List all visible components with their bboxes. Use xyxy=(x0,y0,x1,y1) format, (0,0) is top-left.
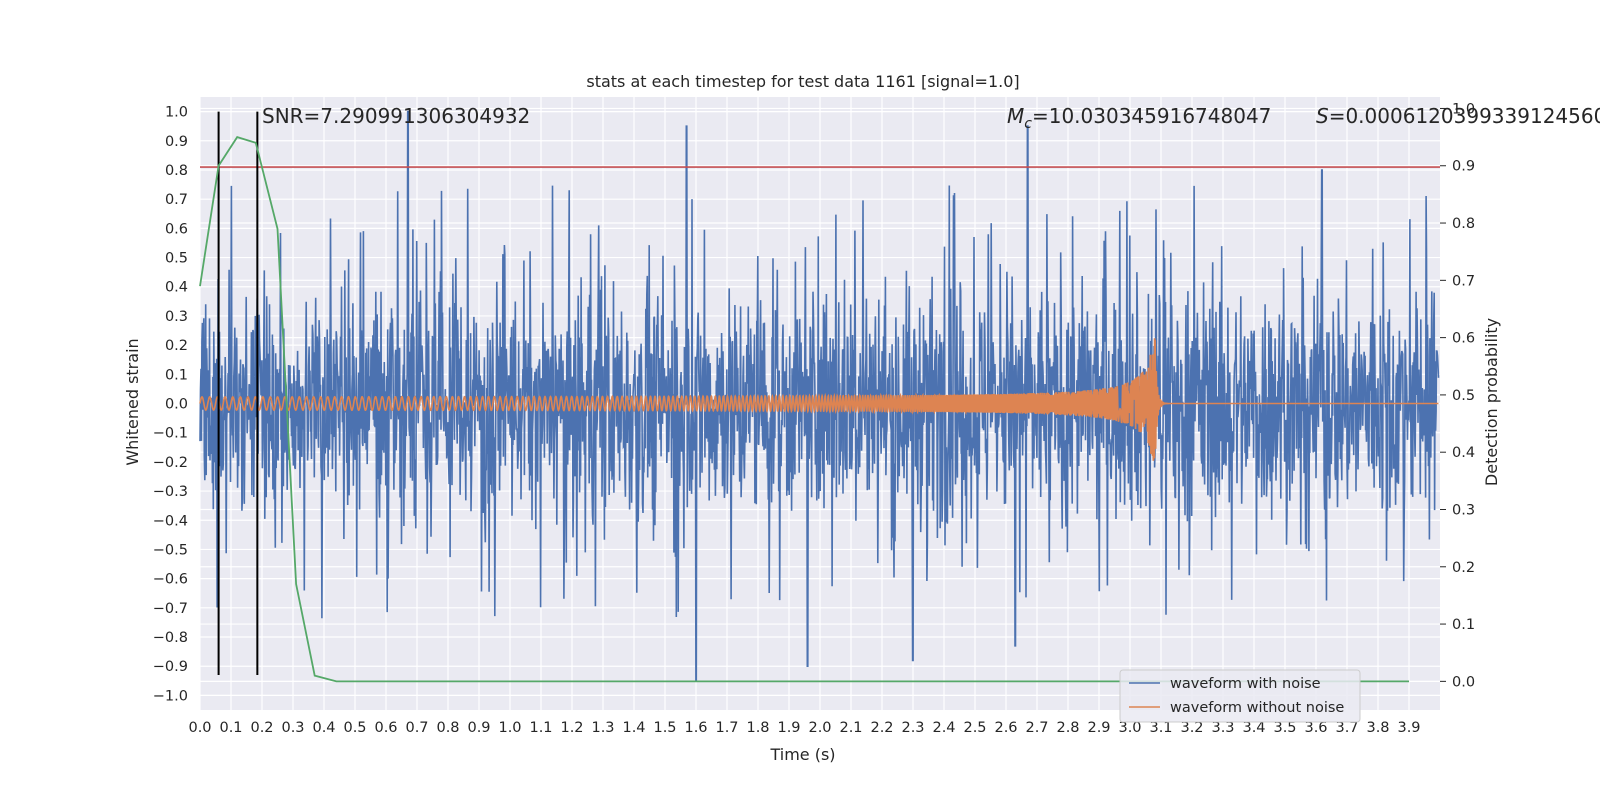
y-right-tick-label: 0.8 xyxy=(1452,216,1475,232)
legend-box xyxy=(1119,669,1361,723)
x-tick-label: 0.8 xyxy=(436,720,459,736)
chart-title: stats at each timestep for test data 116… xyxy=(586,72,1019,91)
y-right-tick-label: 0.2 xyxy=(1452,560,1475,576)
y-left-tick-label: 0.6 xyxy=(165,221,188,237)
y-left-tick-label: −0.2 xyxy=(153,455,188,471)
x-tick-label: 1.5 xyxy=(653,720,676,736)
x-tick-label: 3.9 xyxy=(1397,720,1420,736)
legend-label-noise: waveform with noise xyxy=(1170,676,1321,692)
y-right-axis-label: Detection probability xyxy=(1482,318,1501,486)
x-tick-label: 2.5 xyxy=(963,720,986,736)
y-left-tick-label: 0.9 xyxy=(165,134,188,150)
y-left-tick-label: −0.8 xyxy=(153,630,188,646)
x-tick-label: 2.8 xyxy=(1056,720,1079,736)
x-tick-label: 3.6 xyxy=(1304,720,1327,736)
y-left-axis-ticks: 1.0 0.9 0.8 0.7 0.6 0.5 0.4 0.3 0.2 0.1 0.0 −0.1 −0.… xyxy=(153,105,188,705)
x-tick-label: 0.6 xyxy=(374,720,397,736)
y-left-tick-label: 0.8 xyxy=(165,163,188,179)
x-tick-label: 0.4 xyxy=(312,720,335,736)
x-tick-label: 1.1 xyxy=(529,720,552,736)
legend: waveform with noise waveform without noi… xyxy=(1119,669,1361,723)
legend-label-clean: waveform without noise xyxy=(1170,700,1344,716)
x-tick-label: 2.4 xyxy=(932,720,955,736)
x-tick-label: 1.2 xyxy=(560,720,583,736)
y-left-tick-label: −0.3 xyxy=(153,484,188,500)
x-tick-label: 3.1 xyxy=(1149,720,1172,736)
y-left-tick-label: −0.4 xyxy=(153,513,188,529)
y-left-tick-label: −1.0 xyxy=(153,688,188,704)
y-left-tick-label: −0.5 xyxy=(153,542,188,558)
x-tick-label: 2.2 xyxy=(870,720,893,736)
x-tick-label: 3.0 xyxy=(1118,720,1141,736)
x-tick-label: 0.3 xyxy=(281,720,304,736)
x-tick-label: 3.3 xyxy=(1211,720,1234,736)
chirp-mass-symbol: M xyxy=(1007,104,1024,128)
probability-line xyxy=(199,136,1409,683)
y-left-tick-label: 1.0 xyxy=(165,105,188,121)
s-value: =0.0006120399339124560 xyxy=(1329,104,1600,128)
s-annotation: S=0.0006120399339124560 xyxy=(1316,104,1600,128)
y-left-tick-label: −0.7 xyxy=(153,601,188,617)
series-detection-probability xyxy=(199,136,1409,683)
y-left-tick-label: −0.1 xyxy=(153,426,188,442)
y-right-tick-label: 1.0 xyxy=(1452,101,1475,117)
y-right-tick-label: 0.3 xyxy=(1452,502,1475,518)
x-tick-label: 2.0 xyxy=(808,720,831,736)
x-tick-label: 3.7 xyxy=(1335,720,1358,736)
y-left-tick-label: 0.7 xyxy=(165,192,188,208)
y-left-tick-label: 0.0 xyxy=(165,397,188,413)
y-right-axis-ticks: 1.0 0.9 0.8 0.7 0.6 0.5 0.4 0.3 0.2 0.1 0.0 xyxy=(1440,101,1475,690)
chirp-mass-subscript: c xyxy=(1024,116,1032,132)
x-tick-label: 0.9 xyxy=(467,720,490,736)
y-right-tick-label: 0.6 xyxy=(1452,331,1475,347)
x-tick-label: 3.2 xyxy=(1180,720,1203,736)
x-tick-label: 2.6 xyxy=(994,720,1017,736)
series-waveform-with-noise xyxy=(199,110,1440,682)
snr-annotation: SNR=7.290991306304932 xyxy=(262,104,530,128)
series-waveform-without-noise xyxy=(199,338,1439,461)
y-right-tick-label: 0.1 xyxy=(1452,617,1475,633)
clean-line xyxy=(199,338,1439,461)
x-axis-ticks: 0.0 0.1 0.2 0.3 0.4 0.5 0.6 0.7 0.8 0.9 1.0 1.1 1.2 1… xyxy=(188,720,1420,736)
x-tick-label: 0.5 xyxy=(343,720,366,736)
x-axis-label: Time (s) xyxy=(769,745,835,764)
y-left-tick-label: 0.4 xyxy=(165,280,188,296)
x-tick-label: 1.0 xyxy=(498,720,521,736)
x-tick-label: 1.7 xyxy=(715,720,738,736)
x-tick-label: 2.7 xyxy=(1025,720,1048,736)
x-tick-label: 1.9 xyxy=(777,720,800,736)
y-left-tick-label: −0.6 xyxy=(153,572,188,588)
x-tick-label: 1.4 xyxy=(622,720,645,736)
y-left-tick-label: −0.9 xyxy=(153,659,188,675)
s-symbol: S xyxy=(1316,104,1329,128)
x-tick-label: 3.8 xyxy=(1366,720,1389,736)
y-left-tick-label: 0.5 xyxy=(165,251,188,267)
y-right-tick-label: 0.9 xyxy=(1452,159,1475,175)
y-left-tick-label: 0.3 xyxy=(165,309,188,325)
x-tick-label: 1.6 xyxy=(684,720,707,736)
y-left-axis-label: Whitened strain xyxy=(123,338,142,465)
chirp-mass-value: =10.030345916748047 xyxy=(1032,104,1271,128)
x-tick-label: 0.7 xyxy=(405,720,428,736)
x-tick-label: 0.1 xyxy=(219,720,242,736)
y-left-tick-label: 0.1 xyxy=(165,367,188,383)
x-tick-label: 0.2 xyxy=(250,720,273,736)
y-right-tick-label: 0.0 xyxy=(1452,674,1475,690)
x-tick-label: 2.1 xyxy=(839,720,862,736)
x-tick-label: 3.4 xyxy=(1242,720,1265,736)
y-right-tick-label: 0.5 xyxy=(1452,388,1475,404)
y-left-tick-label: 0.2 xyxy=(165,338,188,354)
noise-line xyxy=(199,110,1440,682)
x-tick-label: 0.0 xyxy=(188,720,211,736)
x-tick-label: 1.8 xyxy=(746,720,769,736)
x-tick-label: 2.3 xyxy=(901,720,924,736)
vertical-markers xyxy=(217,111,259,675)
y-right-tick-label: 0.7 xyxy=(1452,273,1475,289)
x-tick-label: 1.3 xyxy=(591,720,614,736)
chirp-mass-annotation: Mc=10.030345916748047 xyxy=(1007,104,1271,132)
y-right-tick-label: 0.4 xyxy=(1452,445,1475,461)
x-tick-label: 3.5 xyxy=(1273,720,1296,736)
x-tick-label: 2.9 xyxy=(1087,720,1110,736)
